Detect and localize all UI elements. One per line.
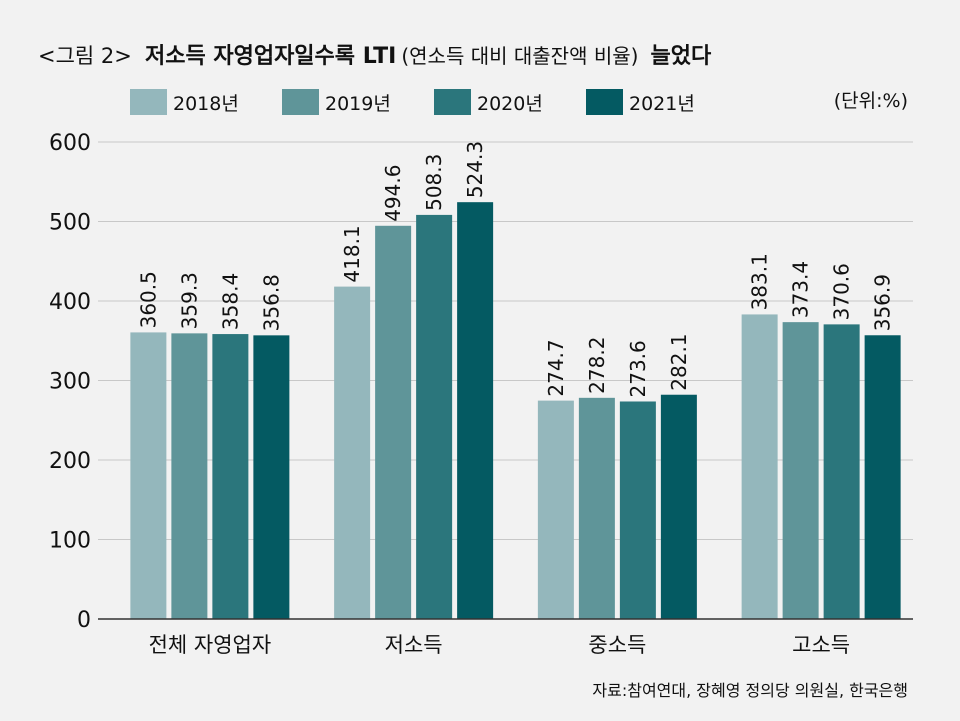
data-label: 508.3 [422, 154, 446, 211]
y-tick-label: 200 [49, 449, 91, 474]
data-labels: 360.5 359.3 358.4 356.8 418.1 494.6 508.3 524.3… [136, 141, 894, 398]
bar [334, 286, 371, 619]
bar [375, 225, 412, 619]
bar [864, 335, 901, 619]
data-label: 373.4 [789, 261, 813, 318]
y-tick-label: 600 [49, 131, 91, 156]
data-label: 418.1 [340, 225, 364, 282]
title-suffix: 늘었다 [651, 44, 712, 69]
bar [741, 314, 778, 619]
data-label: 370.6 [830, 263, 854, 320]
x-tick-label: 중소득 [588, 633, 646, 657]
y-tick-label: 100 [49, 529, 91, 554]
bar [457, 202, 494, 619]
bar [823, 324, 860, 619]
bar [660, 394, 697, 619]
data-label: 383.1 [748, 253, 772, 310]
data-label: 278.2 [585, 337, 609, 394]
title-main: 저소득 자영업자일수록 LTI [145, 44, 396, 69]
data-label: 359.3 [177, 272, 201, 329]
bar [782, 322, 819, 619]
bar [578, 397, 615, 619]
bar [171, 333, 208, 619]
data-label: 273.6 [626, 340, 650, 397]
data-label: 494.6 [381, 165, 405, 222]
x-axis: 전체 자영업자 저소득 중소득 고소득 [149, 633, 851, 657]
legend-label: 2021년 [629, 93, 695, 115]
bar [212, 334, 249, 619]
x-tick-label: 고소득 [792, 633, 850, 657]
y-tick-label: 0 [77, 608, 91, 633]
data-label: 274.7 [544, 339, 568, 396]
x-tick-label: 저소득 [385, 633, 443, 657]
y-axis: 0 100 200 300 400 500 600 [49, 131, 91, 633]
chart-title: <그림 2> 저소득 자영업자일수록 LTI (연소득 대비 대출잔액 비율) … [38, 44, 712, 69]
unit-label: (단위:%) [834, 90, 908, 112]
y-tick-label: 400 [49, 290, 91, 315]
legend-label: 2020년 [477, 93, 543, 115]
bar [619, 401, 656, 619]
legend-swatch [130, 89, 167, 115]
legend-swatch [282, 89, 319, 115]
bars [130, 202, 901, 620]
data-label: 282.1 [667, 333, 691, 390]
legend-swatch [434, 89, 471, 115]
data-label: 358.4 [218, 273, 242, 330]
data-label: 524.3 [463, 141, 487, 198]
bar [253, 335, 290, 619]
y-tick-label: 300 [49, 370, 91, 395]
x-tick-label: 전체 자영업자 [149, 633, 272, 657]
source-note: 자료:참여연대, 장혜영 정의당 의원실, 한국은행 [592, 681, 908, 700]
title-prefix: <그림 2> [38, 44, 132, 68]
legend-label: 2019년 [325, 93, 391, 115]
bar [537, 400, 574, 619]
title-paren: (연소득 대비 대출잔액 비율) [401, 44, 638, 68]
data-label: 360.5 [136, 271, 160, 328]
bar [130, 332, 167, 619]
y-tick-label: 500 [49, 211, 91, 236]
bar [416, 214, 453, 620]
legend-label: 2018년 [173, 93, 239, 115]
data-label: 356.9 [871, 274, 895, 331]
data-label: 356.8 [259, 274, 283, 331]
legend: 2018년 2019년 2020년 2021년 [130, 89, 695, 115]
legend-swatch [586, 89, 623, 115]
